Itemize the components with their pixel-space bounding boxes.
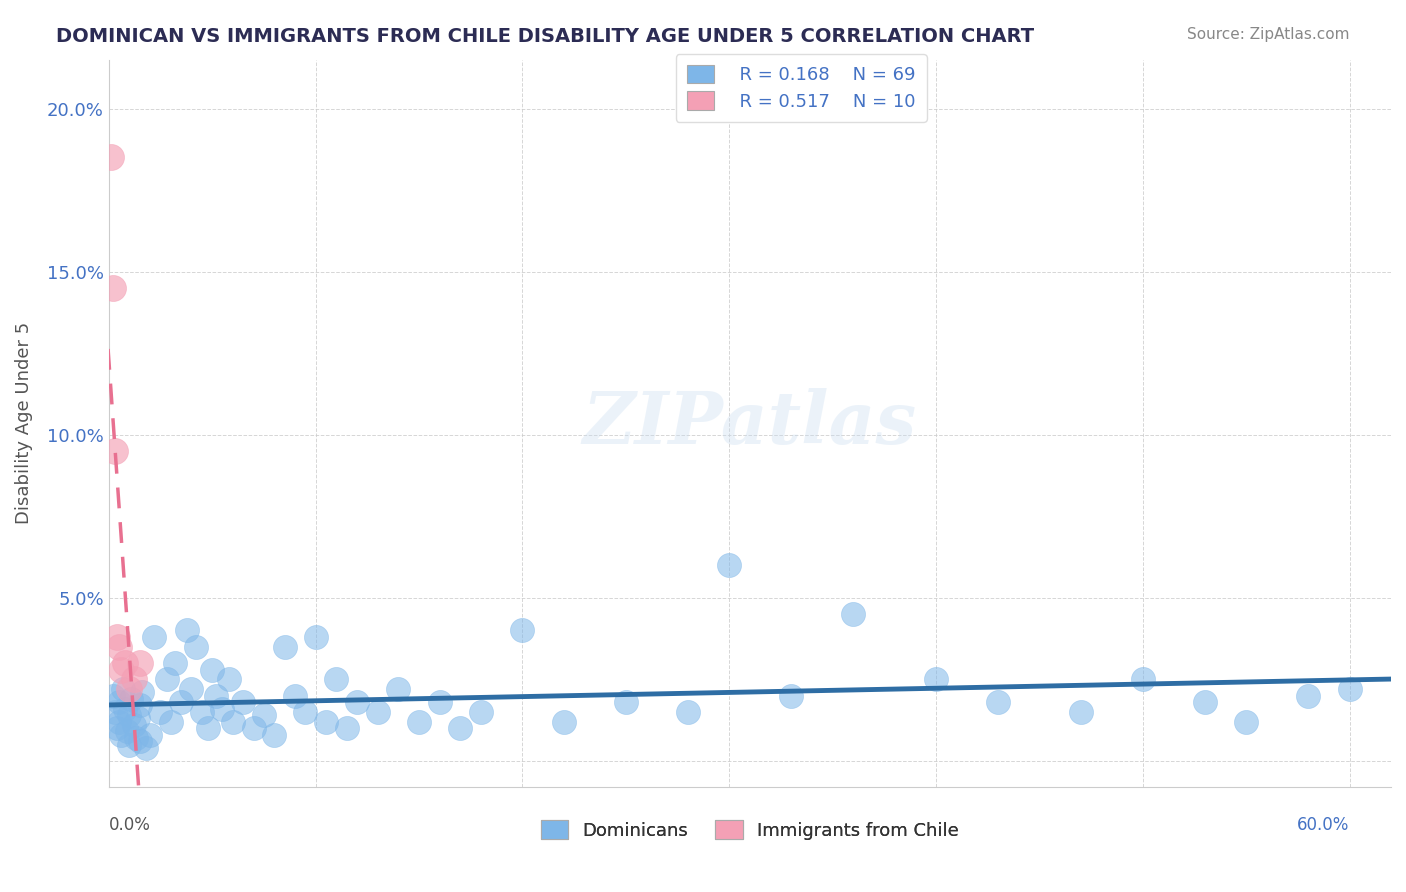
Text: Source: ZipAtlas.com: Source: ZipAtlas.com bbox=[1187, 27, 1350, 42]
Point bbox=[1339, 682, 1361, 697]
Point bbox=[128, 734, 150, 748]
Point bbox=[122, 718, 145, 732]
Point bbox=[122, 673, 145, 687]
Point bbox=[143, 630, 166, 644]
Point bbox=[470, 705, 492, 719]
Point bbox=[780, 689, 803, 703]
Point bbox=[553, 714, 575, 729]
Point bbox=[110, 728, 132, 742]
Point bbox=[1234, 714, 1257, 729]
Point bbox=[139, 728, 162, 742]
Point bbox=[104, 444, 127, 458]
Point bbox=[105, 721, 128, 735]
Point bbox=[131, 685, 153, 699]
Point bbox=[1194, 695, 1216, 709]
Point bbox=[118, 708, 141, 723]
Point bbox=[128, 656, 150, 670]
Point bbox=[135, 740, 157, 755]
Point bbox=[408, 714, 430, 729]
Point bbox=[242, 721, 264, 735]
Point bbox=[180, 682, 202, 697]
Point bbox=[336, 721, 359, 735]
Point bbox=[925, 673, 948, 687]
Point bbox=[1296, 689, 1319, 703]
Point bbox=[121, 691, 143, 706]
Point bbox=[387, 682, 409, 697]
Point bbox=[232, 695, 254, 709]
Point bbox=[170, 695, 193, 709]
Point bbox=[325, 673, 347, 687]
Point bbox=[201, 663, 224, 677]
Point bbox=[108, 714, 131, 729]
Point bbox=[842, 607, 865, 621]
Text: 0.0%: 0.0% bbox=[108, 816, 150, 834]
Point bbox=[117, 724, 139, 739]
Point bbox=[176, 624, 198, 638]
Text: 60.0%: 60.0% bbox=[1298, 816, 1350, 834]
Point bbox=[108, 695, 131, 709]
Point bbox=[110, 663, 132, 677]
Point bbox=[184, 640, 207, 654]
Point bbox=[987, 695, 1010, 709]
Point bbox=[429, 695, 451, 709]
Point bbox=[114, 656, 136, 670]
Point bbox=[205, 689, 228, 703]
Point bbox=[163, 656, 186, 670]
Point bbox=[149, 705, 172, 719]
Point bbox=[105, 630, 128, 644]
Point bbox=[253, 708, 276, 723]
Point bbox=[273, 640, 295, 654]
Point bbox=[101, 689, 124, 703]
Point bbox=[197, 721, 219, 735]
Point bbox=[211, 701, 233, 715]
Point bbox=[100, 151, 122, 165]
Point bbox=[614, 695, 637, 709]
Point bbox=[1132, 673, 1154, 687]
Point bbox=[512, 624, 534, 638]
Point bbox=[101, 281, 124, 295]
Point bbox=[218, 673, 240, 687]
Point bbox=[222, 714, 245, 729]
Point bbox=[124, 731, 146, 745]
Point bbox=[159, 714, 181, 729]
Point bbox=[114, 701, 136, 715]
Y-axis label: Disability Age Under 5: Disability Age Under 5 bbox=[15, 322, 32, 524]
Point bbox=[118, 738, 141, 752]
Point bbox=[346, 695, 368, 709]
Point bbox=[315, 714, 337, 729]
Point bbox=[127, 711, 149, 725]
Point bbox=[156, 673, 179, 687]
Point bbox=[304, 630, 326, 644]
Legend: Dominicans, Immigrants from Chile: Dominicans, Immigrants from Chile bbox=[530, 810, 970, 851]
Text: DOMINICAN VS IMMIGRANTS FROM CHILE DISABILITY AGE UNDER 5 CORRELATION CHART: DOMINICAN VS IMMIGRANTS FROM CHILE DISAB… bbox=[56, 27, 1035, 45]
Point bbox=[294, 705, 316, 719]
Point bbox=[118, 682, 141, 697]
Point bbox=[718, 558, 741, 573]
Point bbox=[367, 705, 389, 719]
Point bbox=[284, 689, 307, 703]
Point bbox=[191, 705, 214, 719]
Text: ZIPatlas: ZIPatlas bbox=[583, 388, 917, 458]
Point bbox=[1070, 705, 1092, 719]
Point bbox=[112, 682, 135, 697]
Point bbox=[676, 705, 699, 719]
Point bbox=[104, 705, 127, 719]
Point bbox=[128, 698, 150, 713]
Point bbox=[263, 728, 285, 742]
Point bbox=[449, 721, 471, 735]
Point bbox=[108, 640, 131, 654]
